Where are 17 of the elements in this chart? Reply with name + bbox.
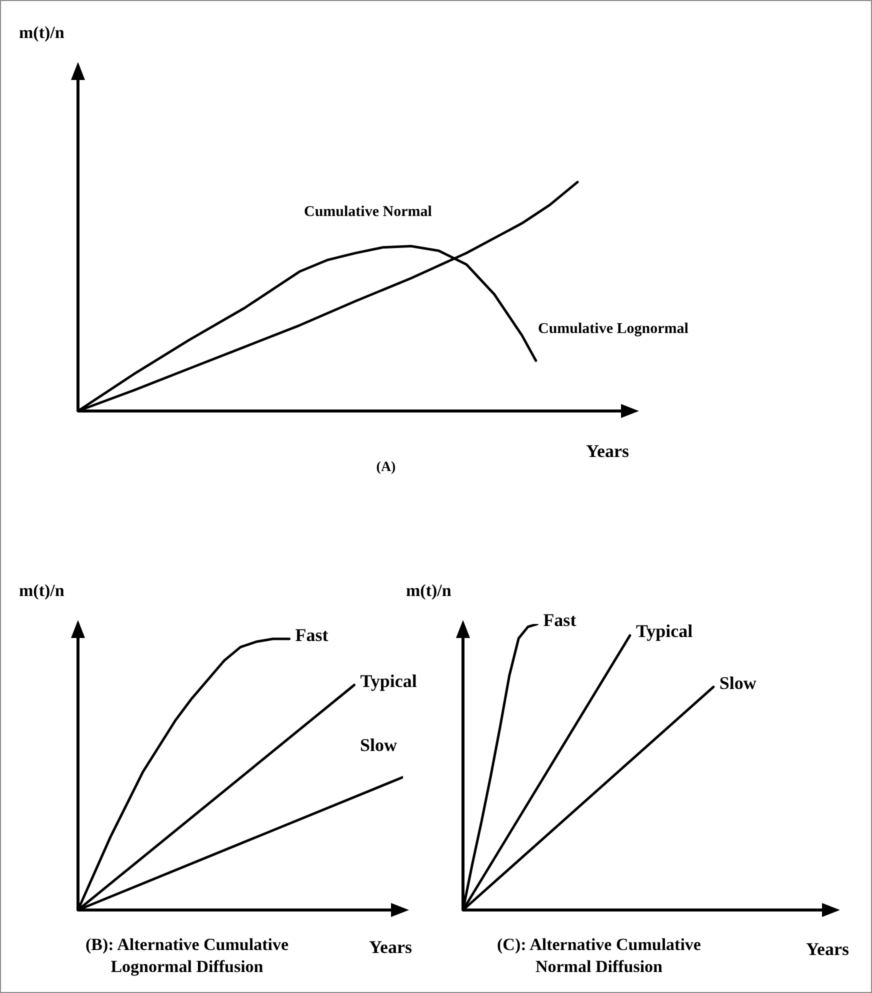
series-label: Slow [719,672,756,694]
y-axis-title: m(t)/n [19,581,64,601]
x-axis-title: Years [369,937,412,958]
text: (B): Alternative Cumulative Lognormal Diffusion [84,934,290,978]
x-axis-title: Years [806,939,849,960]
series-label: Typical [636,621,693,642]
series-label: Fast [543,610,576,631]
series-label: Slow [360,735,397,756]
y-axis-title: m(t)/n [19,23,64,43]
annotation: Cumulative Lognormal [538,321,688,338]
series-label: Typical [360,670,417,692]
series-label: Fast [295,624,328,646]
x-axis-title: Years [586,441,629,462]
y-axis-title: m(t)/n [406,581,452,601]
annotation: Cumulative Normal [304,204,432,221]
text: (C): Alternative Cumulative Normal Diffusion [496,934,702,978]
text: (A) [375,459,397,477]
